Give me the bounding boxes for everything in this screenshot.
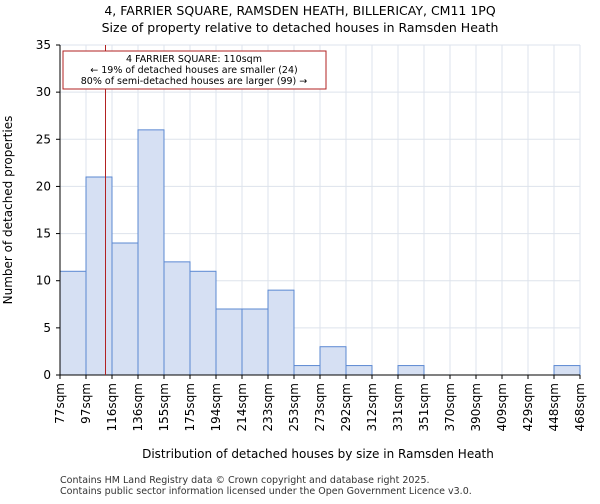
y-tick-label: 15: [36, 227, 51, 241]
annotation-line3: 80% of semi-detached houses are larger (…: [81, 76, 308, 87]
axis-layer: 0 5 10 15 20 25 30 35 77sqm 97sqm 116sqm 136sqm 155s…: [36, 38, 587, 431]
x-tick-label: 97sqm: [79, 383, 93, 424]
y-axis-label: Number of detached properties: [1, 116, 15, 305]
x-tick-label: 429sqm: [521, 383, 535, 431]
x-tick-label: 331sqm: [391, 383, 405, 431]
x-tick-label: 136sqm: [131, 383, 145, 431]
x-tick-label: 233sqm: [261, 383, 275, 431]
x-axis-label: Distribution of detached houses by size …: [142, 447, 494, 461]
y-tick-label: 20: [36, 179, 51, 193]
bar-layer: [59, 129, 581, 376]
y-tick-label: 25: [36, 132, 51, 146]
x-tick-label: 292sqm: [339, 383, 353, 431]
y-tick-label: 0: [43, 368, 51, 382]
histogram-bar: [267, 289, 295, 376]
x-tick-label: 448sqm: [547, 383, 561, 431]
histogram-bar: [241, 308, 269, 376]
histogram-bar: [59, 270, 87, 376]
histogram-bar: [163, 261, 191, 376]
x-tick-label: 214sqm: [235, 383, 249, 431]
chart-title-line1: 4, FARRIER SQUARE, RAMSDEN HEATH, BILLER…: [104, 3, 496, 18]
histogram-bar: [319, 346, 347, 376]
histogram-bar: [293, 365, 321, 376]
x-tick-label: 351sqm: [417, 383, 431, 431]
x-tick-label: 253sqm: [287, 383, 301, 431]
histogram-bar: [189, 270, 217, 376]
x-tick-label: 116sqm: [105, 383, 119, 431]
footer-line1: Contains HM Land Registry data © Crown c…: [60, 475, 430, 486]
histogram-bar: [215, 308, 243, 376]
annotation-box: 4 FARRIER SQUARE: 110sqm ← 19% of detach…: [62, 50, 327, 90]
histogram-bar: [345, 365, 373, 376]
annotation-line2: ← 19% of detached houses are smaller (24…: [90, 65, 297, 76]
histogram-bar: [553, 365, 581, 376]
x-tick-label: 273sqm: [313, 383, 327, 431]
x-tick-label: 312sqm: [365, 383, 379, 431]
histogram-bar: [397, 365, 425, 376]
x-tick-label: 370sqm: [443, 383, 457, 431]
annotation-line1: 4 FARRIER SQUARE: 110sqm: [126, 54, 262, 65]
x-tick-label: 468sqm: [573, 383, 587, 431]
footer-line2: Contains public sector information licen…: [60, 486, 472, 497]
x-tick-label: 194sqm: [209, 383, 223, 431]
x-tick-label: 409sqm: [495, 383, 509, 431]
y-tick-label: 5: [43, 321, 51, 335]
x-tick-label: 77sqm: [53, 383, 67, 424]
x-tick-label: 390sqm: [469, 383, 483, 431]
histogram-bar: [111, 242, 139, 376]
y-tick-label: 35: [36, 38, 51, 52]
x-tick-label: 155sqm: [157, 383, 171, 431]
y-tick-label: 10: [36, 274, 51, 288]
chart-title-line2: Size of property relative to detached ho…: [102, 20, 499, 35]
y-tick-label: 30: [36, 85, 51, 99]
histogram-bar: [137, 129, 165, 376]
x-tick-label: 175sqm: [183, 383, 197, 431]
histogram-bar: [85, 176, 113, 376]
annotation-frame: [62, 50, 327, 90]
